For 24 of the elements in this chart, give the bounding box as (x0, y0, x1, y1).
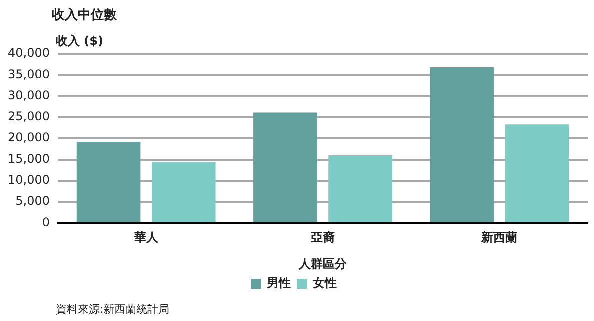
y-tick-label: 15,000 (8, 152, 50, 166)
x-tick-label: 華人 (133, 230, 160, 245)
bar (430, 68, 494, 222)
y-tick-label: 10,000 (8, 173, 50, 188)
legend-label: 女性 (312, 276, 337, 290)
bar (254, 112, 318, 222)
x-axis-title: 人群區分 (298, 256, 348, 271)
y-axis-title: 收入 ($) (56, 34, 104, 48)
y-tick-label: 5,000 (16, 194, 50, 208)
bar (505, 124, 570, 222)
x-tick-label: 新西蘭 (480, 230, 518, 245)
y-tick-label: 25,000 (8, 110, 50, 124)
bar (328, 156, 392, 222)
y-tick-label: 20,000 (8, 130, 50, 145)
y-tick-label: 30,000 (8, 88, 50, 102)
y-tick-label: 40,000 (8, 46, 50, 60)
bar (152, 162, 216, 222)
source-note: 資料來源:新西蘭統計局 (56, 302, 170, 317)
chart-title: 收入中位數 (52, 6, 117, 24)
legend-label: 男性 (266, 276, 291, 290)
y-tick-label: 0 (42, 215, 50, 230)
bar (76, 142, 141, 222)
x-tick-label: 亞裔 (310, 230, 335, 245)
y-tick-label: 35,000 (8, 67, 50, 82)
